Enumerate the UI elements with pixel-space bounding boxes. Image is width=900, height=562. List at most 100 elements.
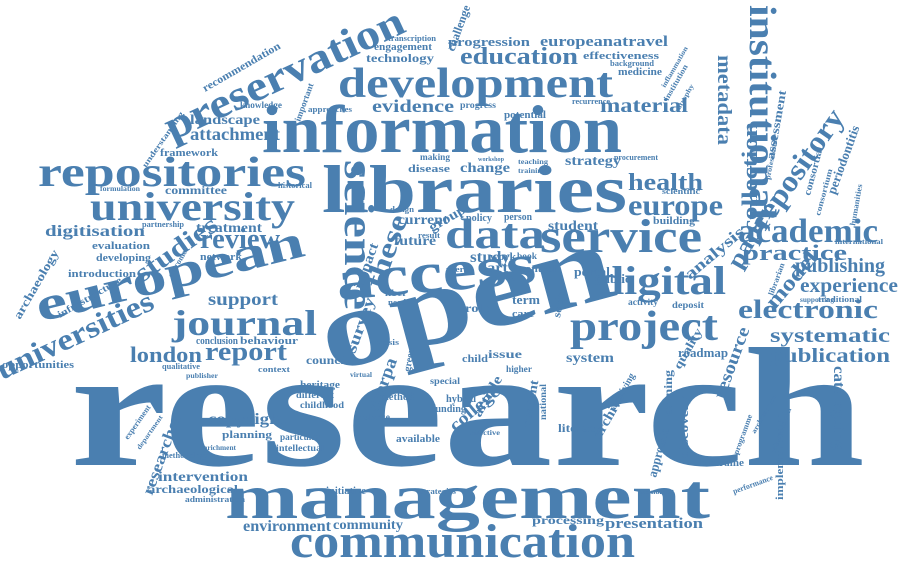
- word-childhood: childhood: [300, 400, 344, 410]
- word-book: book: [517, 251, 537, 261]
- word-information: information: [262, 91, 622, 167]
- word-formulation: formulation: [100, 185, 140, 193]
- word-behaviour: behaviour: [240, 335, 298, 347]
- word-digital: digital: [598, 258, 726, 303]
- word-available: available: [396, 433, 440, 445]
- word-knowledge: knowledge: [240, 100, 282, 110]
- word-conclusion: conclusion: [196, 336, 238, 347]
- word-effectiveness: effectiveness: [583, 50, 660, 62]
- word-libraries: libraries: [322, 151, 627, 227]
- word-background: background: [610, 59, 655, 68]
- word-traditional: traditional: [818, 295, 863, 304]
- word-partnership: partnership: [142, 220, 185, 229]
- word-review: review: [200, 224, 281, 255]
- word-need: need: [388, 298, 407, 307]
- word-transcription: transcription: [388, 34, 437, 43]
- word-progress: progress: [460, 100, 497, 110]
- word-copyright: copyright: [208, 411, 287, 428]
- word-method: method: [380, 392, 414, 403]
- word-treatment: treatment: [196, 221, 262, 236]
- word-different: different: [296, 390, 334, 400]
- word-historical: historical: [278, 181, 313, 190]
- word-approaches: approaches: [308, 105, 352, 114]
- word-london: london: [130, 342, 202, 367]
- word-cataloguing: cataloguing: [830, 366, 847, 450]
- word-council: council: [306, 353, 349, 367]
- word-making: making: [420, 152, 451, 162]
- word-service: service: [540, 210, 702, 263]
- word-context: context: [258, 365, 290, 374]
- word-project: project: [570, 304, 718, 350]
- word-electronic: electronic: [738, 295, 878, 324]
- word-university: university: [90, 184, 295, 229]
- word-medicine: medicine: [618, 67, 663, 78]
- word-health: health: [628, 170, 703, 196]
- word-activity: activity: [628, 297, 659, 307]
- word-opportunities: opportunities: [2, 359, 75, 371]
- word-hybrid: hybrid: [446, 394, 476, 405]
- word-institutional: institutional: [741, 5, 783, 220]
- word-attachment: attachment: [190, 124, 280, 144]
- word-education: education: [460, 44, 578, 70]
- word-progression: progression: [448, 34, 531, 49]
- word-international: international: [835, 238, 883, 246]
- word-processing: processing: [532, 513, 604, 527]
- word-system: system: [566, 351, 614, 366]
- word-discovery: discovery: [676, 395, 691, 458]
- word-procurement: procurement: [614, 153, 658, 162]
- word-engagement: engagement: [374, 42, 433, 53]
- word-presentation: presentation: [605, 516, 704, 532]
- word-result: result: [418, 231, 440, 240]
- word-heritage: heritage: [300, 380, 341, 391]
- word-science: science: [335, 160, 381, 310]
- word-teaching: teaching: [518, 158, 549, 166]
- word-building: building: [653, 215, 696, 227]
- word-enrichment: enrichment: [200, 444, 237, 452]
- word-learning: learning: [661, 370, 675, 420]
- word-evaluation: evaluation: [92, 240, 150, 252]
- word-higher: higher: [506, 364, 532, 374]
- word-role: role: [465, 301, 490, 315]
- word-environment: environment: [243, 518, 332, 535]
- word-publishing: publishing: [795, 255, 885, 277]
- word-initiative: initiative: [326, 486, 367, 497]
- word-digitisation: digitisation: [45, 223, 145, 240]
- word-term: term: [512, 292, 540, 307]
- word-portal: portal: [574, 264, 610, 279]
- word-intellectual: intellectual: [276, 443, 325, 453]
- word-care: care: [512, 309, 535, 320]
- word-training: training: [518, 167, 547, 175]
- word-planning: planning: [222, 429, 273, 441]
- word-deposit: deposit: [672, 300, 704, 310]
- word-social: social: [551, 287, 568, 319]
- word-bibframe: bibframe: [700, 457, 744, 469]
- word-supporting: supporting: [800, 296, 835, 304]
- word-archaeological: archaeological: [148, 482, 239, 496]
- word-communication: communication: [290, 515, 635, 562]
- word-liber: liber: [385, 288, 407, 298]
- word-metadata: metadata: [713, 55, 735, 145]
- word-intervention: intervention: [158, 470, 248, 485]
- word-evidence: evidence: [372, 96, 454, 116]
- word-future: future: [394, 234, 436, 249]
- word-report: report: [205, 337, 287, 366]
- word-framework: framework: [160, 147, 219, 159]
- word-management: management: [225, 461, 711, 532]
- word-work: work: [490, 251, 517, 263]
- word-particular: particular: [280, 432, 320, 442]
- word-prolapse: prolapse: [354, 412, 390, 422]
- word-green: green: [402, 347, 417, 373]
- word-national: national: [538, 383, 548, 420]
- word-repositories: repositories: [38, 150, 306, 196]
- word-public: public: [595, 271, 631, 286]
- word-systematic: systematic: [770, 325, 890, 347]
- word-disease: disease: [408, 163, 450, 175]
- word-literacy: literacy: [558, 421, 602, 435]
- word-academic: academic: [738, 213, 878, 250]
- word-effective: effective: [470, 429, 500, 437]
- word-network: network: [200, 252, 243, 263]
- word-support: support: [208, 289, 278, 309]
- word-economist: economist: [640, 488, 675, 496]
- word-strategies: strategies: [420, 487, 456, 496]
